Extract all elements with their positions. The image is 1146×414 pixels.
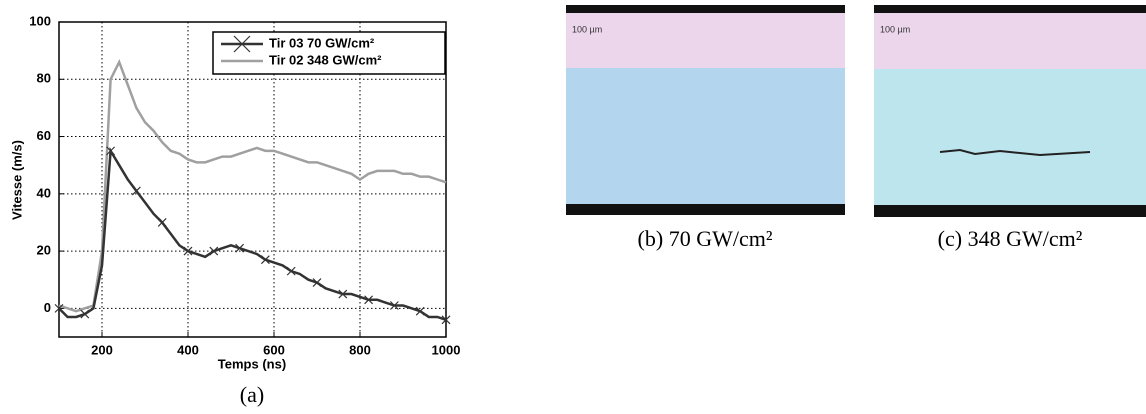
point-marker: [389, 301, 399, 310]
point-marker: [260, 255, 270, 265]
x-tick-label: 800: [349, 342, 371, 357]
legend-label: Tir 03 70 GW/cm²: [269, 35, 375, 50]
point-marker: [183, 246, 193, 256]
layer-top: [566, 13, 845, 68]
crack: [939, 148, 1091, 157]
x-tick-label: 200: [91, 342, 113, 357]
layer-bottom: [566, 68, 845, 204]
x-axis-label: Temps (ns): [218, 356, 286, 371]
point-marker: [312, 278, 322, 288]
y-tick-label: 40: [37, 185, 51, 200]
caption: (a): [240, 382, 264, 407]
y-tick-label: 0: [44, 300, 51, 315]
legend-box: [212, 31, 446, 75]
scale-bar: 100 µm: [880, 24, 910, 34]
legend-marker: [233, 35, 251, 53]
y-tick-label: 20: [37, 243, 51, 258]
point-marker: [364, 295, 374, 305]
x-tick-label: 400: [177, 342, 199, 357]
legend: Tir 03 70 GW/cm² Tir 02 348 GW/cm²: [212, 31, 446, 75]
point-marker: [286, 266, 296, 276]
point-marker: [235, 243, 245, 253]
layer-top: [874, 13, 1146, 69]
point-marker: [80, 309, 90, 319]
x-tick-label: 600: [263, 342, 285, 357]
plot-frame: [58, 21, 447, 338]
y-axis-label: Vitesse (m/s): [9, 140, 24, 220]
series-line: [58, 146, 447, 322]
y-tick-label: 100: [29, 13, 51, 28]
point-marker: [157, 218, 167, 227]
micrograph: 100 µm (c) 348 GW/cm²: [874, 5, 1146, 251]
x-tick-label: 1000: [432, 342, 461, 357]
layer-bottom: [874, 69, 1146, 205]
caption: (c) 348 GW/cm²: [938, 226, 1083, 251]
caption: (b) 70 GW/cm²: [638, 226, 773, 251]
point-marker: [131, 186, 141, 196]
y-tick-label: 80: [37, 71, 51, 86]
micrograph: 100 µm (b) 70 GW/cm²: [566, 5, 845, 251]
series-line: [58, 58, 447, 313]
scale-bar: 100 µm: [572, 24, 602, 34]
point-marker: [106, 146, 116, 156]
point-marker: [441, 315, 451, 325]
legend-label: Tir 02 348 GW/cm²: [269, 52, 382, 67]
point-marker: [338, 289, 348, 299]
point-marker: [209, 246, 219, 256]
point-marker: [415, 306, 425, 316]
point-marker: [54, 303, 64, 313]
y-tick-label: 60: [37, 128, 51, 143]
